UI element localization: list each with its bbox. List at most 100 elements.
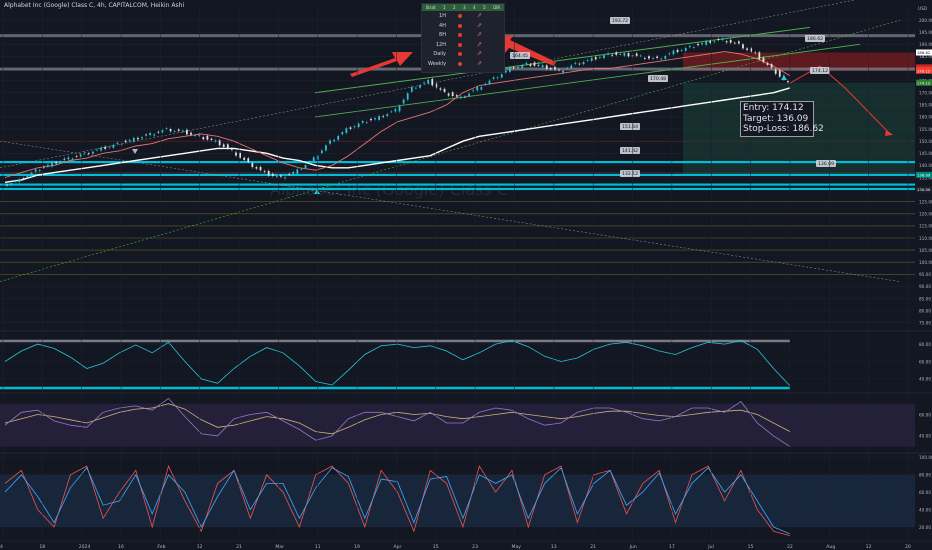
candle-body bbox=[63, 158, 66, 160]
candle-body bbox=[239, 153, 241, 158]
bearish-dot-icon bbox=[458, 42, 462, 47]
candle-body bbox=[112, 144, 115, 148]
x-tick-label: Mar bbox=[275, 544, 284, 550]
candle-body bbox=[447, 93, 450, 96]
candle-body bbox=[92, 151, 94, 154]
candle-body bbox=[488, 80, 491, 84]
candle-body bbox=[701, 43, 703, 45]
candle-body bbox=[255, 167, 258, 169]
candle-body bbox=[750, 48, 753, 52]
candle-body bbox=[202, 137, 205, 140]
candle-body bbox=[410, 87, 413, 92]
indicator-y-tick-label: 20.00 bbox=[919, 525, 931, 530]
candle-body bbox=[615, 52, 618, 55]
candle-body bbox=[30, 172, 33, 177]
candle-body bbox=[34, 169, 37, 172]
candle-body bbox=[128, 139, 131, 142]
candle-body bbox=[525, 62, 528, 65]
candle-body bbox=[100, 147, 102, 151]
y-tick-label: 145.00 bbox=[919, 151, 932, 156]
candle-body bbox=[746, 48, 748, 51]
trend-arrow-icon: ⇗ bbox=[477, 21, 483, 29]
candle-body bbox=[566, 68, 569, 69]
candle-body bbox=[578, 63, 581, 65]
candle-body bbox=[116, 142, 119, 144]
candle-body bbox=[108, 146, 111, 148]
candle-body bbox=[370, 118, 372, 121]
candle-body bbox=[484, 83, 487, 85]
candle-body bbox=[656, 56, 659, 58]
candle-body bbox=[353, 126, 356, 128]
y-tick-label: 125.00 bbox=[919, 199, 932, 204]
candle-body bbox=[529, 64, 532, 66]
candle-body bbox=[120, 144, 123, 145]
price-label-box bbox=[510, 52, 530, 59]
trade-signal-box: Entry: 174.12 Target: 136.09 Stop-Loss: … bbox=[740, 101, 824, 137]
chart-title: Alphabet Inc (Google) Class C, 4h, CAPIT… bbox=[4, 2, 185, 9]
candle-body bbox=[660, 58, 663, 60]
candle-body bbox=[357, 123, 360, 128]
candle-body bbox=[259, 166, 262, 171]
candle-body bbox=[267, 170, 270, 176]
candle-body bbox=[79, 154, 82, 157]
cyan-support-level bbox=[0, 183, 915, 186]
y-tick-label: 170.00 bbox=[919, 91, 932, 96]
indicator-band bbox=[0, 474, 915, 527]
candle-body bbox=[774, 69, 777, 74]
candle-body bbox=[558, 69, 560, 71]
target-label: Target: 136.09 bbox=[743, 113, 809, 124]
bearish-dot-icon bbox=[458, 14, 462, 18]
tf-row-label: 4H bbox=[439, 22, 446, 29]
long-dotted-trendline bbox=[0, 19, 901, 282]
candle-body bbox=[325, 145, 327, 151]
indicator-line bbox=[4, 403, 791, 435]
trend-arrow-icon: ⇗ bbox=[477, 50, 483, 57]
candle-body bbox=[169, 129, 172, 132]
indicator-line bbox=[4, 340, 791, 387]
axis-price-badge bbox=[916, 171, 932, 178]
candle-body bbox=[627, 53, 630, 57]
candle-body bbox=[226, 144, 229, 149]
candle-body bbox=[688, 45, 691, 48]
tf-row-label: 1H bbox=[439, 13, 446, 19]
candle-body bbox=[329, 140, 331, 144]
x-tick-label: 21 bbox=[236, 544, 242, 550]
candle-body bbox=[480, 87, 483, 90]
candle-body bbox=[668, 53, 671, 55]
candle-body bbox=[75, 156, 78, 157]
x-tick-label: 23 bbox=[472, 544, 478, 550]
y-tick-label: 110.00 bbox=[919, 236, 932, 241]
y-tick-label: 155.00 bbox=[919, 127, 932, 132]
candle-body bbox=[38, 170, 41, 172]
axis-price-badge bbox=[916, 67, 932, 74]
tf-row-label: Daily bbox=[433, 51, 446, 57]
candle-body bbox=[607, 53, 609, 55]
candle-body bbox=[173, 131, 176, 132]
candle-body bbox=[423, 82, 425, 84]
candle-body bbox=[337, 135, 340, 140]
candle-body bbox=[713, 41, 716, 43]
candle-body bbox=[194, 135, 197, 136]
axis-price-badge-text: 179.12 bbox=[917, 68, 931, 73]
candle-body bbox=[47, 164, 49, 167]
price-label-text: 186.62 bbox=[807, 36, 823, 42]
candle-body bbox=[341, 132, 344, 135]
y-tick-label: 160.00 bbox=[919, 115, 932, 120]
candle-body bbox=[643, 58, 646, 59]
price-label-text: 174.12 bbox=[812, 68, 828, 74]
candle-body bbox=[509, 67, 511, 72]
candle-body bbox=[96, 149, 98, 151]
candle-body bbox=[320, 150, 323, 154]
y-tick-label: 90.00 bbox=[919, 284, 931, 289]
candle-body bbox=[684, 47, 687, 51]
timeframe-panel-header: Strat 1 2 3 4 5 DIR bbox=[422, 4, 504, 11]
price-label-box bbox=[816, 160, 836, 167]
candle-body bbox=[190, 132, 192, 135]
candle-body bbox=[737, 41, 740, 44]
up-marker-icon bbox=[781, 75, 787, 80]
candle-body bbox=[721, 38, 724, 41]
y-tick-label: 165.00 bbox=[919, 103, 932, 108]
price-label-box bbox=[810, 67, 830, 74]
candle-body bbox=[271, 173, 274, 176]
x-tick-label: 2024 bbox=[79, 544, 91, 550]
